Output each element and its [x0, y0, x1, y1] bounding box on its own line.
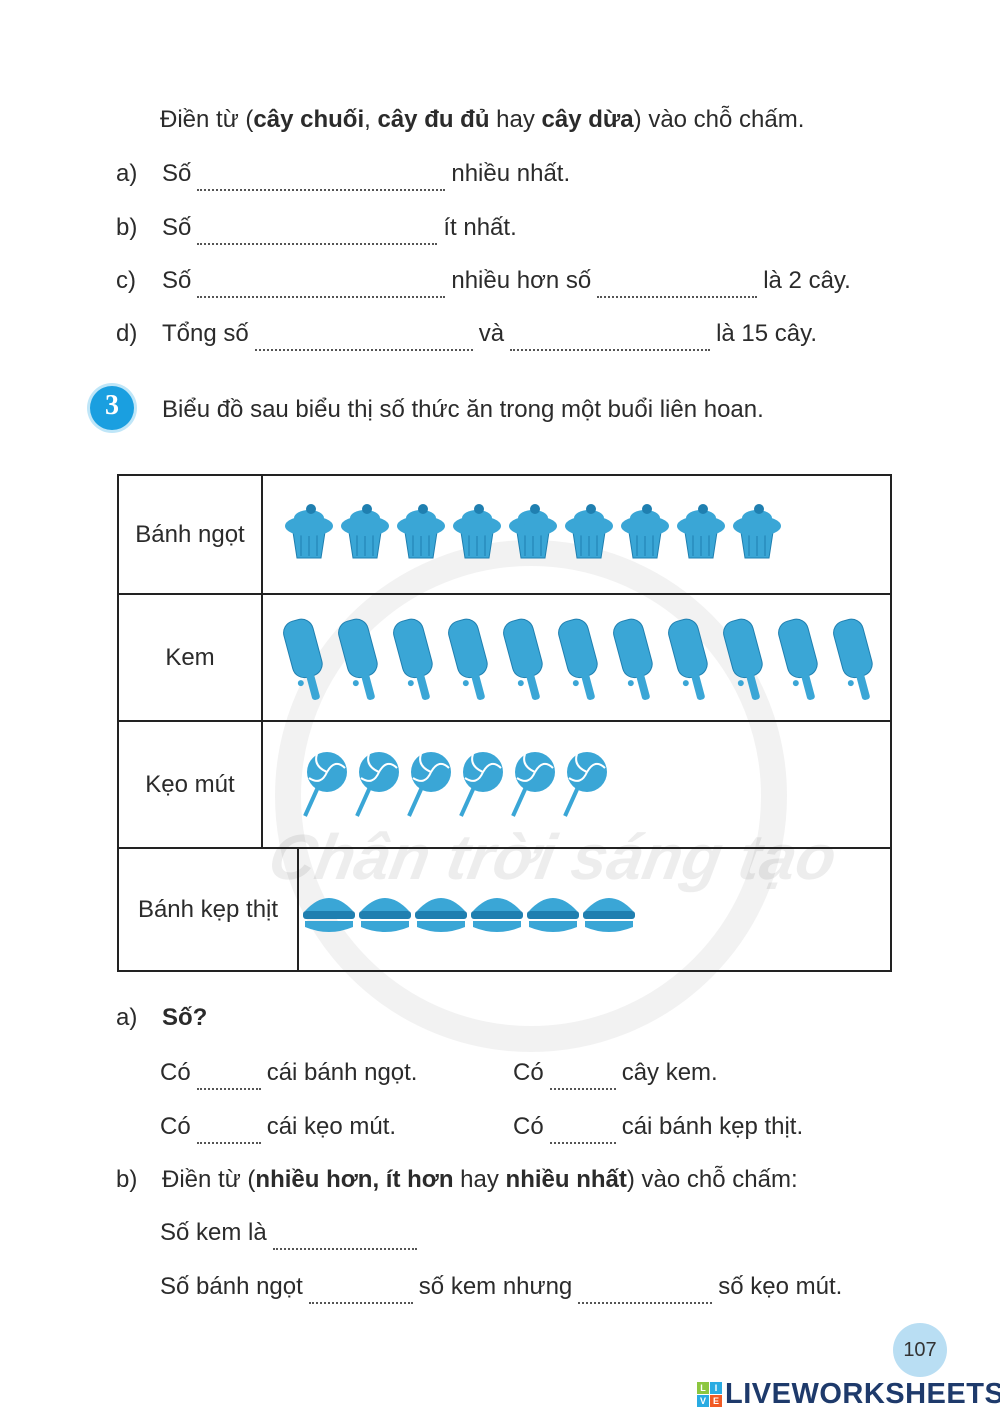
exercise2-item-b: b) Số ít nhất.	[116, 214, 517, 245]
burger-icon	[413, 891, 469, 942]
cupcake-icon	[505, 502, 561, 569]
lollipop-icon	[561, 750, 611, 827]
lollipop-icon	[509, 750, 559, 827]
popsicle-icon	[501, 615, 551, 714]
lollipop-icon	[457, 750, 507, 827]
answer-input[interactable]	[197, 218, 438, 245]
popsicle-icon	[721, 615, 771, 714]
cupcake-icon	[673, 502, 729, 569]
answer-input[interactable]	[549, 1063, 616, 1090]
part-a-heading: a) Số?	[116, 1004, 208, 1031]
popsicle-icon	[556, 615, 606, 714]
answer-input[interactable]	[196, 1117, 261, 1144]
answer-input[interactable]	[196, 1063, 261, 1090]
burger-icon	[469, 891, 525, 942]
answer-input[interactable]	[578, 1277, 713, 1304]
part-b-heading: b) Điền từ (nhiều hơn, ít hơn hay nhiều n…	[116, 1166, 798, 1193]
popsicle-icon	[666, 615, 716, 714]
popsicle-icon	[336, 615, 386, 714]
table-row: Bánh ngọt	[119, 476, 890, 593]
popsicle-icon	[831, 615, 881, 714]
cupcake-icon	[449, 502, 505, 569]
answer-input[interactable]	[308, 1277, 413, 1304]
lollipop-icon	[353, 750, 403, 827]
popsicle-icon	[281, 615, 331, 714]
cupcake-icon	[281, 502, 337, 569]
answer-input[interactable]	[510, 324, 711, 351]
cupcake-icon	[561, 502, 617, 569]
exercise3-title: Biểu đồ sau biểu thị số thức ăn trong mộ…	[162, 396, 764, 423]
burger-icon	[581, 891, 637, 942]
lollipop-icon	[405, 750, 455, 827]
answer-input[interactable]	[197, 271, 446, 298]
part-b-line1: Số kem là	[160, 1219, 423, 1250]
burger-icon	[357, 891, 413, 942]
cupcake-icon	[393, 502, 449, 569]
answer-input[interactable]	[597, 271, 758, 298]
popsicle-icon	[391, 615, 441, 714]
cupcake-icon	[729, 502, 785, 569]
burger-icon	[301, 891, 357, 942]
exercise2-item-d: d) Tổng số và là 15 cây.	[116, 320, 817, 351]
popsicle-icon	[611, 615, 661, 714]
exercise-number-badge: 3	[90, 386, 134, 430]
exercise2-instruction: Điền từ (cây chuối, cây đu đủ hay cây dừ…	[160, 106, 805, 133]
row-label: Bánh kẹp thịt	[119, 849, 299, 970]
part-a-item: Có cái bánh ngọt.	[160, 1059, 417, 1090]
pictograph-table: Bánh ngọt Kem Kẹo mút Bánh kẹp thịt	[117, 474, 892, 972]
exercise2-item-c: c) Số nhiều hơn số là 2 cây.	[116, 267, 851, 298]
cupcake-icon	[617, 502, 673, 569]
burger-icon	[525, 891, 581, 942]
row-label: Kem	[119, 595, 263, 720]
table-row: Kẹo mút	[119, 720, 890, 847]
row-label: Bánh ngọt	[119, 476, 263, 593]
table-row: Bánh kẹp thịt	[119, 847, 890, 970]
popsicle-icon	[776, 615, 826, 714]
part-a-item: Có cái kẹo mút.	[160, 1113, 396, 1144]
cupcake-icon	[337, 502, 393, 569]
answer-input[interactable]	[254, 324, 473, 351]
answer-input[interactable]	[272, 1223, 417, 1250]
part-a-item: Có cây kem.	[513, 1059, 718, 1090]
answer-input[interactable]	[549, 1117, 616, 1144]
row-label: Kẹo mút	[119, 722, 263, 847]
lollipop-icon	[301, 750, 351, 827]
popsicle-icon	[446, 615, 496, 714]
part-b-line2: Số bánh ngọt số kem nhưng số kẹo mút.	[160, 1273, 842, 1304]
answer-input[interactable]	[197, 164, 446, 191]
table-row: Kem	[119, 593, 890, 720]
page-number: 107	[893, 1323, 947, 1377]
part-a-item: Có cái bánh kẹp thịt.	[513, 1113, 803, 1144]
exercise2-item-a: a) Số nhiều nhất.	[116, 160, 570, 191]
